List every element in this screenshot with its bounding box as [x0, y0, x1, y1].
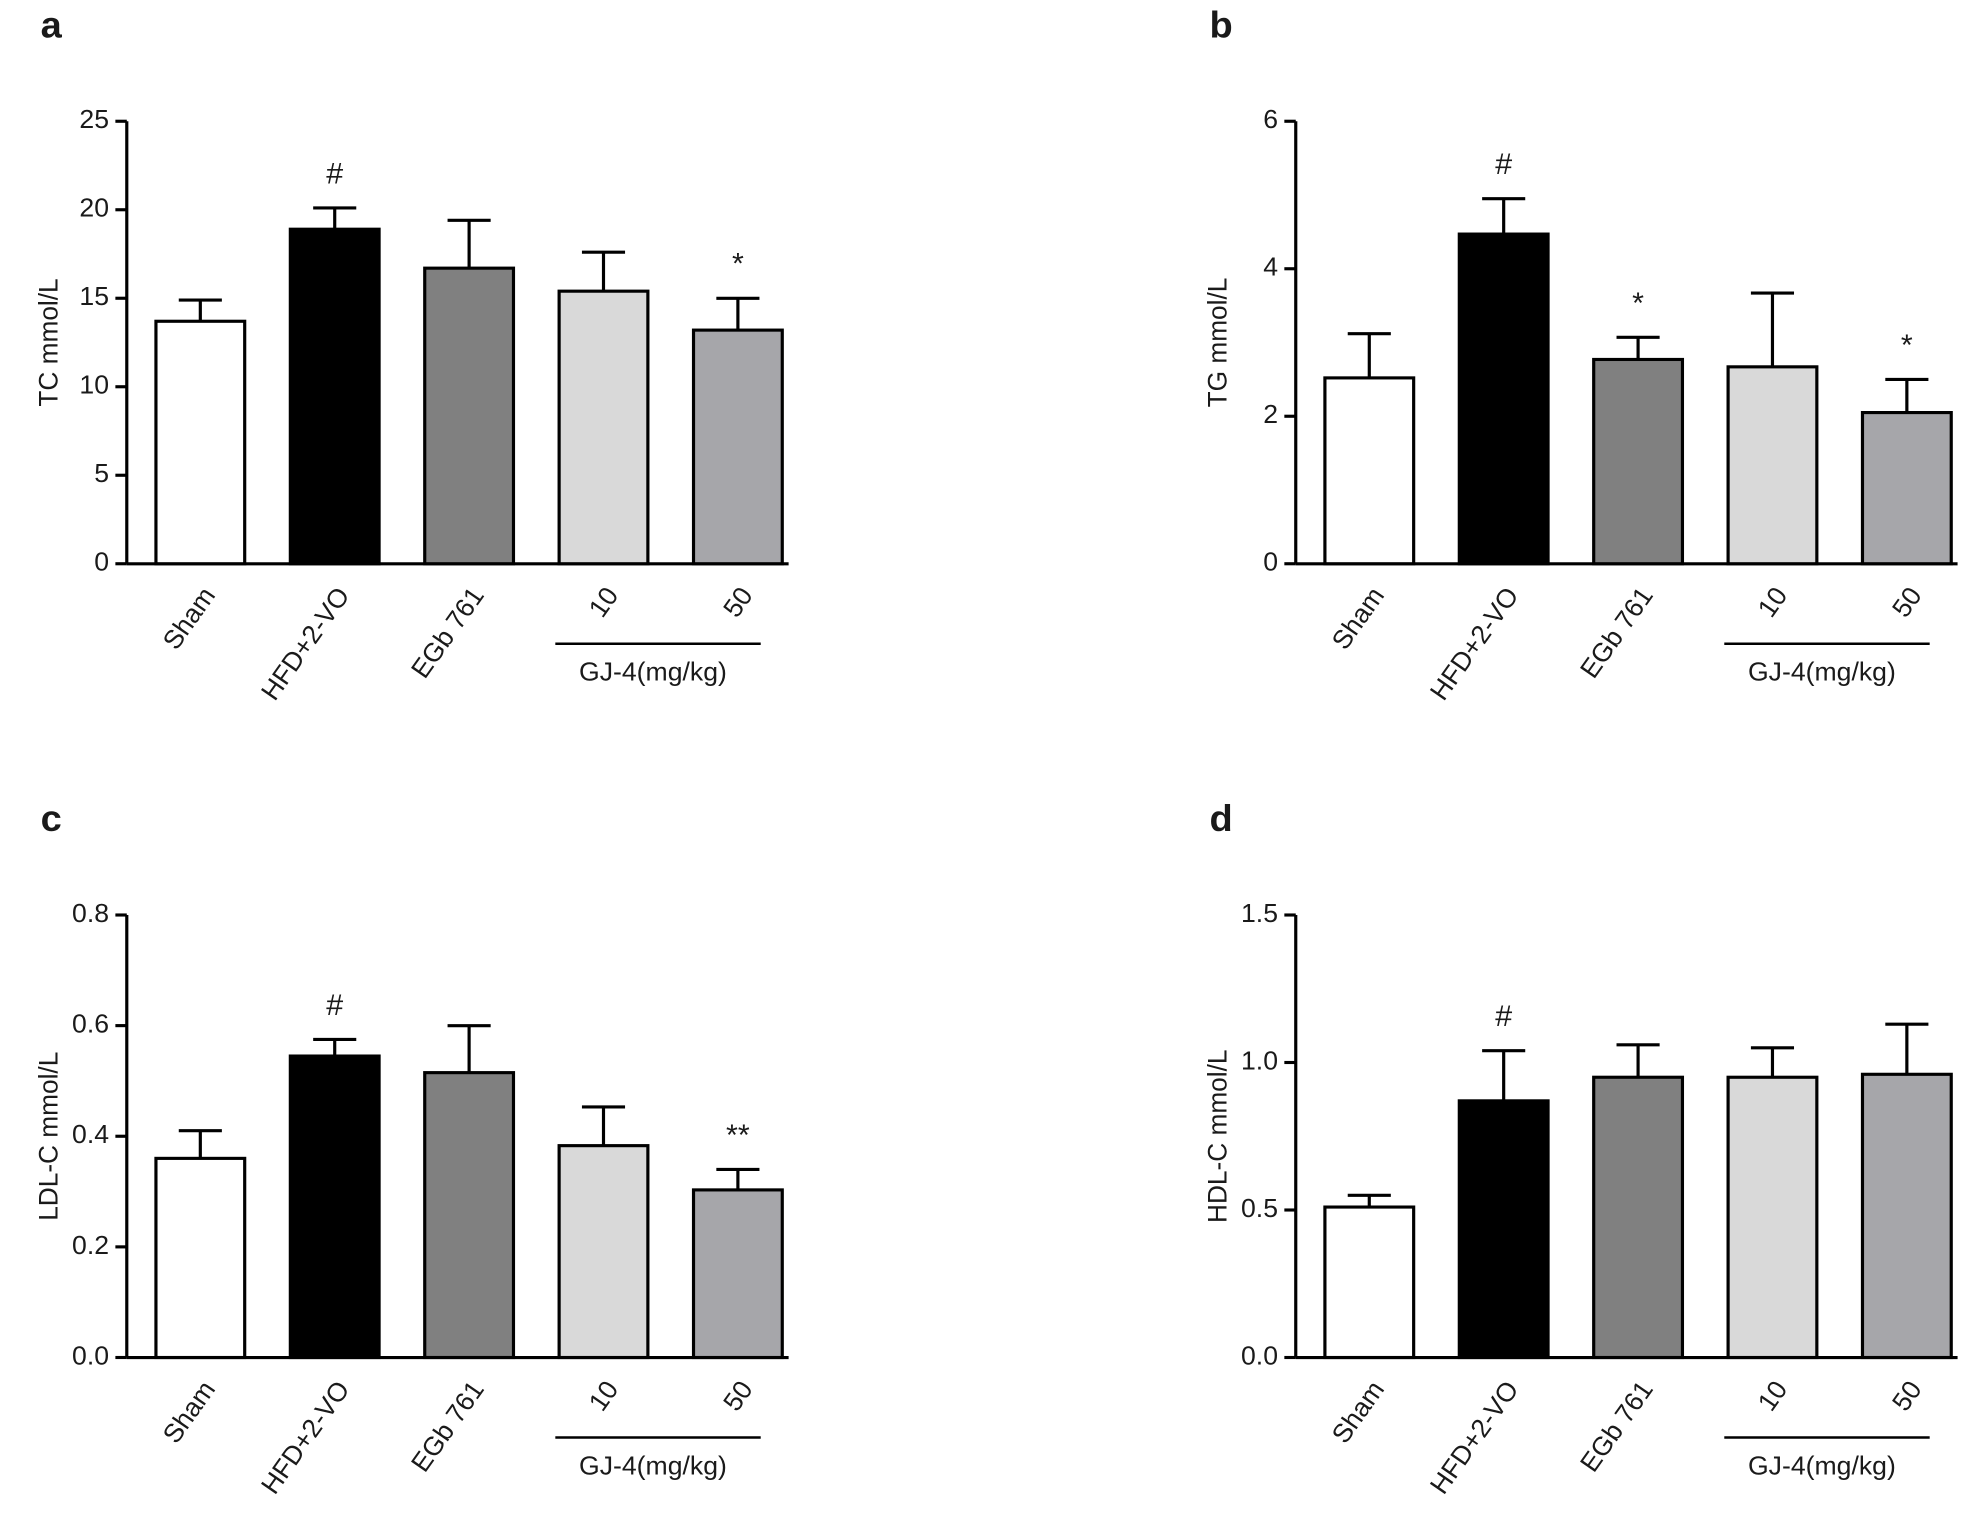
panel-label: c: [41, 798, 62, 840]
y-tick-label: 10: [79, 370, 109, 400]
bar: [154, 319, 247, 566]
bar: [691, 1188, 784, 1360]
x-tick-label: HFD+2-VO: [255, 582, 356, 706]
bar: [557, 289, 650, 566]
y-tick-label: 0: [94, 547, 109, 577]
y-tick-label: 1.5: [1241, 898, 1278, 928]
y-tick-label: 0.8: [72, 898, 109, 928]
y-axis-label: LDL-C mmol/L: [34, 1052, 64, 1221]
x-tick-label: 50: [1886, 1375, 1928, 1416]
bar: [288, 1054, 381, 1360]
group-label: GJ-4(mg/kg): [1748, 1451, 1896, 1481]
bar: [1457, 1099, 1550, 1360]
bar: [1323, 1205, 1416, 1360]
annotation: *: [1632, 287, 1644, 320]
panel-label: a: [41, 5, 63, 47]
bar: [288, 227, 381, 566]
x-tick-label: 10: [1752, 582, 1794, 623]
annotation: #: [326, 158, 343, 191]
x-tick-label: HFD+2-VO: [255, 1375, 356, 1499]
x-tick-label: Sham: [157, 1375, 222, 1448]
x-tick-label: HFD+2-VO: [1424, 1375, 1525, 1499]
x-tick-label: EGb 761: [1574, 582, 1659, 684]
x-tick-label: 50: [717, 1375, 759, 1416]
y-tick-label: 0.6: [72, 1009, 109, 1039]
x-tick-label: EGb 761: [1574, 1375, 1659, 1477]
y-tick-label: 20: [79, 193, 109, 223]
annotation: #: [326, 989, 343, 1022]
y-tick-label: 1.0: [1241, 1046, 1278, 1076]
bar: [1592, 1075, 1685, 1360]
x-tick-label: HFD+2-VO: [1424, 582, 1525, 706]
bar: [1860, 1072, 1953, 1360]
x-tick-label: Sham: [1326, 1375, 1391, 1448]
x-tick-label: 50: [1886, 582, 1928, 623]
x-tick-label: 10: [583, 1375, 625, 1416]
y-tick-label: 0.0: [72, 1341, 109, 1371]
panel-label: d: [1210, 798, 1233, 840]
y-tick-label: 6: [1263, 104, 1278, 134]
bar: [154, 1156, 247, 1360]
x-tick-label: Sham: [1326, 582, 1391, 655]
y-axis-label: HDL-C mmol/L: [1203, 1050, 1233, 1223]
bar: [1726, 365, 1819, 566]
bar: [1457, 232, 1550, 566]
annotation: **: [726, 1119, 750, 1152]
y-tick-label: 5: [94, 458, 109, 488]
bar: [1592, 357, 1685, 566]
y-tick-label: 15: [79, 281, 109, 311]
x-tick-label: Sham: [157, 582, 222, 655]
x-tick-label: 10: [583, 582, 625, 623]
bar: [1860, 410, 1953, 566]
bar: [423, 1071, 516, 1360]
x-tick-label: EGb 761: [405, 582, 490, 684]
y-tick-label: 0.5: [1241, 1193, 1278, 1223]
annotation: *: [1901, 329, 1913, 362]
annotation: #: [1495, 1000, 1512, 1033]
y-tick-label: 4: [1263, 252, 1278, 282]
y-tick-label: 25: [79, 104, 109, 134]
annotation: *: [732, 248, 744, 281]
x-tick-label: EGb 761: [405, 1375, 490, 1477]
annotation: #: [1495, 148, 1512, 181]
bar: [691, 328, 784, 566]
y-tick-label: 0.0: [1241, 1341, 1278, 1371]
y-axis-label: TC mmol/L: [34, 278, 64, 406]
y-tick-label: 0.4: [72, 1119, 109, 1149]
x-tick-label: 50: [717, 582, 759, 623]
group-label: GJ-4(mg/kg): [1748, 657, 1896, 687]
bar: [1323, 376, 1416, 566]
y-tick-label: 0: [1263, 547, 1278, 577]
x-tick-label: 10: [1752, 1375, 1794, 1416]
bar: [557, 1144, 650, 1360]
bar: [1726, 1075, 1819, 1360]
y-axis-label: TG mmol/L: [1203, 278, 1233, 408]
y-tick-label: 2: [1263, 399, 1278, 429]
group-label: GJ-4(mg/kg): [579, 1451, 727, 1481]
panel-label: b: [1210, 5, 1233, 47]
group-label: GJ-4(mg/kg): [579, 657, 727, 687]
y-tick-label: 0.2: [72, 1230, 109, 1260]
bar: [423, 266, 516, 566]
